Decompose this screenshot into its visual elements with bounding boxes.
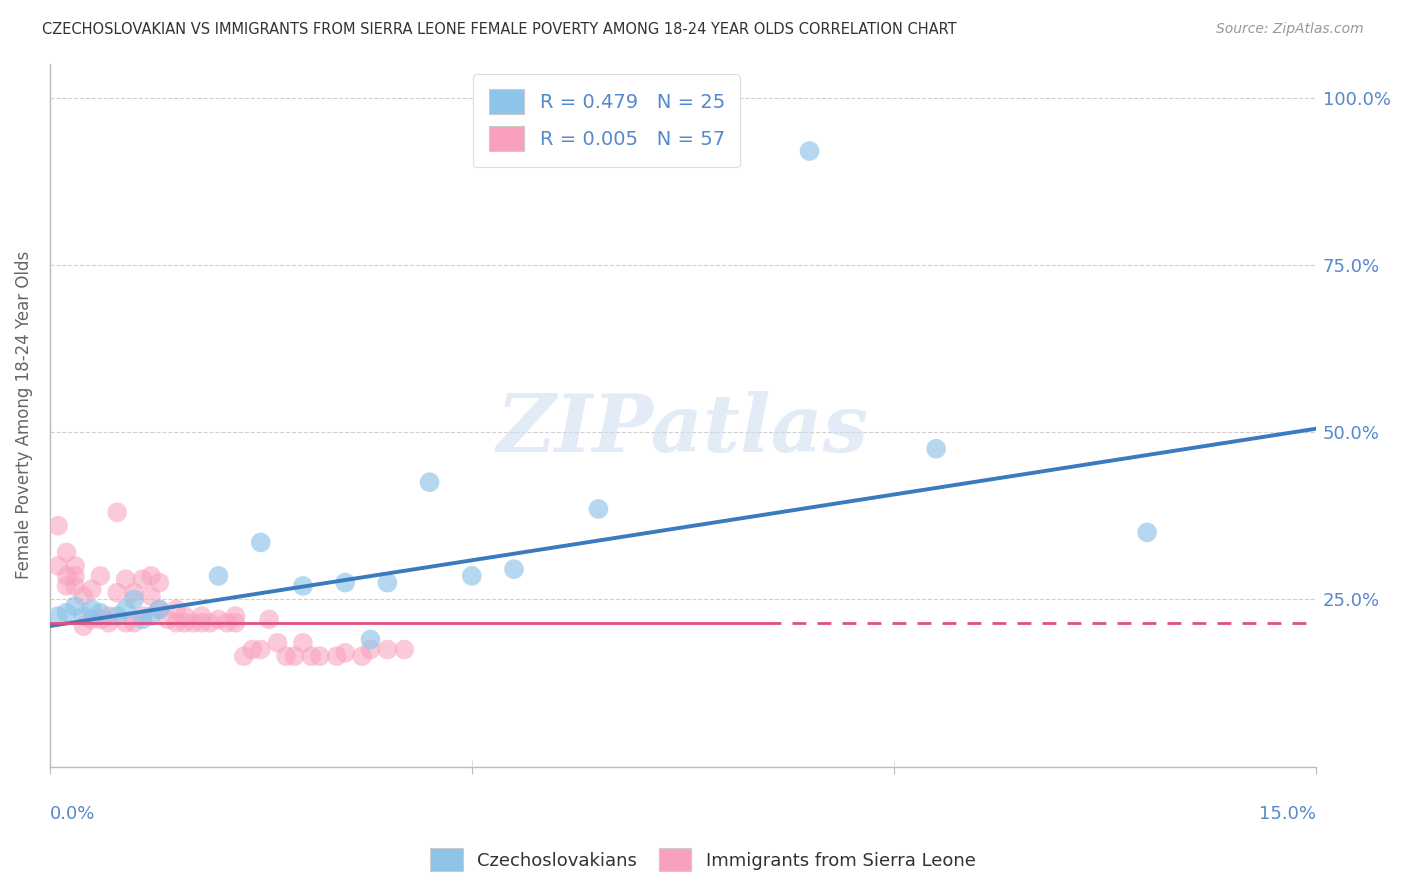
Point <box>799 144 821 158</box>
Text: Source: ZipAtlas.com: Source: ZipAtlas.com <box>1216 22 1364 37</box>
Point <box>249 642 271 657</box>
Point <box>207 612 229 626</box>
Point <box>156 612 179 626</box>
Point <box>89 569 111 583</box>
Legend: Czechoslovakians, Immigrants from Sierra Leone: Czechoslovakians, Immigrants from Sierra… <box>423 841 983 879</box>
Point <box>360 642 382 657</box>
Point <box>80 612 103 626</box>
Point <box>333 575 356 590</box>
Point <box>377 642 399 657</box>
Point <box>114 572 136 586</box>
Point <box>105 585 128 599</box>
Point <box>80 602 103 616</box>
Point <box>72 619 94 633</box>
Point <box>139 569 162 583</box>
Point <box>1136 525 1159 540</box>
Point <box>190 615 212 630</box>
Point <box>55 606 77 620</box>
Point <box>283 649 305 664</box>
Point <box>461 569 484 583</box>
Text: 0.0%: 0.0% <box>49 805 96 823</box>
Point <box>139 609 162 624</box>
Point <box>55 579 77 593</box>
Point <box>925 442 948 456</box>
Point <box>89 612 111 626</box>
Point <box>148 602 170 616</box>
Point <box>257 612 280 626</box>
Point <box>122 592 145 607</box>
Point <box>97 615 120 630</box>
Point <box>97 609 120 624</box>
Point <box>165 602 187 616</box>
Point <box>224 609 246 624</box>
Point <box>419 475 441 490</box>
Point <box>46 609 69 624</box>
Point <box>46 558 69 573</box>
Y-axis label: Female Poverty Among 18-24 Year Olds: Female Poverty Among 18-24 Year Olds <box>15 252 32 580</box>
Point <box>299 649 322 664</box>
Point <box>360 632 382 647</box>
Text: ZIPatlas: ZIPatlas <box>496 391 869 468</box>
Point <box>55 545 77 559</box>
Legend: R = 0.479   N = 25, R = 0.005   N = 57: R = 0.479 N = 25, R = 0.005 N = 57 <box>474 74 741 167</box>
Point <box>291 579 314 593</box>
Point <box>63 569 86 583</box>
Point <box>55 569 77 583</box>
Point <box>131 609 153 624</box>
Point <box>173 609 195 624</box>
Point <box>308 649 330 664</box>
Point <box>198 615 221 630</box>
Point <box>325 649 347 664</box>
Point <box>46 518 69 533</box>
Point <box>207 569 229 583</box>
Point <box>165 615 187 630</box>
Point <box>122 585 145 599</box>
Point <box>122 615 145 630</box>
Point <box>588 502 610 516</box>
Point <box>63 579 86 593</box>
Point <box>72 589 94 603</box>
Text: 15.0%: 15.0% <box>1258 805 1316 823</box>
Point <box>80 582 103 597</box>
Point <box>72 609 94 624</box>
Point <box>105 505 128 519</box>
Point <box>503 562 526 576</box>
Point <box>266 636 288 650</box>
Point <box>181 615 204 630</box>
Point <box>232 649 254 664</box>
Point <box>190 609 212 624</box>
Point <box>215 615 238 630</box>
Point <box>114 615 136 630</box>
Point <box>394 642 416 657</box>
Point <box>131 572 153 586</box>
Point <box>148 575 170 590</box>
Point <box>131 612 153 626</box>
Point <box>249 535 271 549</box>
Point <box>240 642 263 657</box>
Point <box>377 575 399 590</box>
Point <box>274 649 297 664</box>
Point <box>89 606 111 620</box>
Point <box>105 609 128 624</box>
Point <box>139 589 162 603</box>
Point <box>114 602 136 616</box>
Point <box>148 602 170 616</box>
Point <box>224 615 246 630</box>
Point <box>173 615 195 630</box>
Point <box>291 636 314 650</box>
Point <box>63 558 86 573</box>
Text: CZECHOSLOVAKIAN VS IMMIGRANTS FROM SIERRA LEONE FEMALE POVERTY AMONG 18-24 YEAR : CZECHOSLOVAKIAN VS IMMIGRANTS FROM SIERR… <box>42 22 957 37</box>
Point <box>63 599 86 613</box>
Point <box>350 649 373 664</box>
Point <box>333 646 356 660</box>
